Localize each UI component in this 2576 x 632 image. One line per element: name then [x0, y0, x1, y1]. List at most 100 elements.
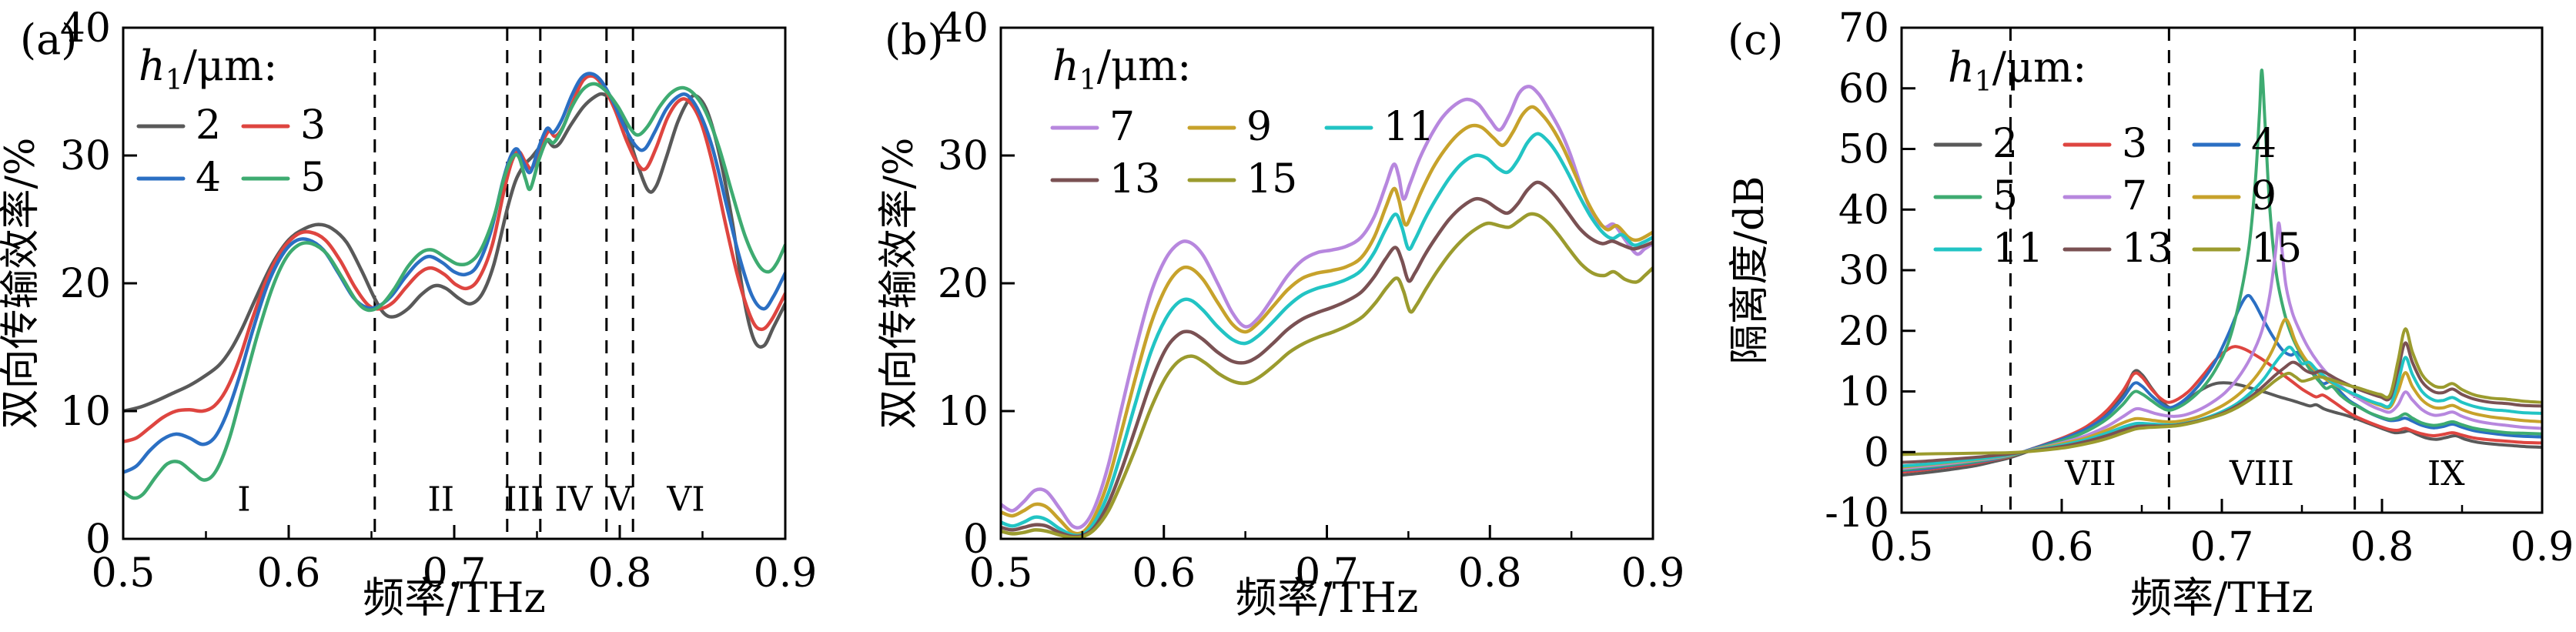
- legend-label-h1-4: 4: [2251, 121, 2277, 167]
- legend-label-h1-3: 3: [300, 102, 326, 149]
- y-axis-tick-label: 0: [963, 517, 989, 563]
- x-axis-label: 频率/THz: [363, 573, 546, 622]
- legend-label-h1-9: 9: [1246, 104, 1272, 150]
- y-axis-label: 隔离度/dB: [1727, 176, 1773, 364]
- legend-label-h1-15: 15: [2251, 226, 2302, 272]
- y-axis-tick-label: 40: [1838, 187, 1889, 233]
- y-axis-tick-label: 10: [1838, 370, 1889, 416]
- legend-title: h1/μm:: [1948, 43, 2086, 98]
- series-line-h1-15: [1001, 212, 1653, 539]
- y-axis-tick-label: 30: [60, 133, 111, 179]
- y-axis-tick-label: 30: [1838, 248, 1889, 294]
- legend-label-h1-9: 9: [2251, 173, 2277, 219]
- x-axis-label: 频率/THz: [1236, 573, 1419, 622]
- y-axis-tick-label: 70: [1838, 5, 1889, 52]
- panel-a-chart: 0.5 0.6 0.7 0.8 0.9 0 10 20 30 40 频率/THz 双向传输效率/% (a…: [0, 5, 818, 622]
- x-axis-tick-label: 0.6: [1132, 550, 1196, 597]
- region-label-IV: IV: [554, 480, 593, 519]
- y-axis-tick-label: 30: [938, 133, 989, 179]
- x-axis-tick-label: 0.7: [423, 550, 487, 597]
- series-line-h1-7: [1902, 221, 2542, 470]
- x-axis-label: 频率/THz: [2130, 573, 2313, 622]
- region-label-II: II: [427, 480, 454, 519]
- x-axis-tick-label: 0.9: [754, 550, 818, 597]
- legend-label-h1-15: 15: [1246, 156, 1297, 202]
- region-label-III: III: [503, 480, 544, 519]
- region-label-VII: VII: [2064, 454, 2116, 493]
- panel-c-chart: 0.5 0.6 0.7 0.8 0.9 -10 0 10 20 30 40 50 60 70 频率/THz 隔…: [1727, 5, 2574, 622]
- legend-label-h1-4: 4: [196, 155, 221, 201]
- y-axis-tick-label: -10: [1825, 490, 1889, 537]
- series-line-h1-13: [1001, 180, 1653, 539]
- region-label-I: I: [237, 480, 250, 519]
- y-axis-tick-label: 20: [60, 261, 111, 307]
- series-line-h1-9: [1902, 317, 2542, 469]
- legend-label-h1-5: 5: [300, 155, 326, 201]
- x-axis-tick-label: 0.7: [2190, 524, 2254, 570]
- series-line-h1-13: [1902, 341, 2542, 464]
- series-line-h1-2: [123, 92, 785, 413]
- legend-label-h1-13: 13: [2122, 226, 2173, 272]
- legend-title: h1/μm:: [1052, 42, 1191, 96]
- panel-c-container: 0.5 0.6 0.7 0.8 0.9 -10 0 10 20 30 40 50 60 70 频率/THz 隔…: [1717, 0, 2576, 629]
- y-axis-tick-label: 50: [1838, 127, 1889, 173]
- region-label-VIII: VIII: [2229, 454, 2294, 493]
- legend-label-h1-7: 7: [1109, 104, 1135, 150]
- series-line-h1-15: [1902, 327, 2542, 456]
- x-axis-tick-label: 0.8: [2350, 524, 2414, 570]
- series-line-h1-11: [1902, 345, 2542, 468]
- y-axis-tick-label: 20: [1838, 309, 1889, 355]
- y-axis-tick-label: 40: [60, 5, 111, 52]
- y-axis-tick-label: 0: [1864, 430, 1889, 476]
- y-axis-tick-label: 0: [85, 517, 111, 563]
- legend-label-h1-7: 7: [2122, 173, 2147, 219]
- x-axis-tick-label: 0.9: [1621, 550, 1685, 597]
- series-group: [1902, 69, 2542, 477]
- series-line-h1-3: [123, 74, 785, 444]
- y-axis-tick-label: 10: [60, 389, 111, 435]
- series-line-h1-7: [1001, 85, 1653, 530]
- panel-label: (a): [20, 15, 77, 64]
- panel-label: (b): [885, 15, 944, 64]
- plot-frame: [999, 26, 1654, 540]
- x-axis-tick-label: 0.5: [92, 550, 156, 597]
- series-line-h1-5: [123, 82, 785, 500]
- x-axis-tick-label: 0.6: [257, 550, 321, 597]
- panel-label: (c): [1728, 15, 1783, 64]
- legend-label-h1-2: 2: [196, 102, 221, 149]
- series-group: [123, 72, 785, 500]
- legend-label-h1-2: 2: [1992, 121, 2018, 167]
- panel-b-container: 0.5 0.6 0.7 0.8 0.9 0 10 20 30 40 频率/THz 双向传输效率/% (b…: [858, 0, 1717, 629]
- legend-label-h1-13: 13: [1109, 156, 1160, 202]
- legend-label-h1-11: 11: [1383, 104, 1434, 150]
- x-axis-tick-label: 0.9: [2511, 524, 2574, 570]
- series-line-h1-4: [123, 72, 785, 474]
- panel-b-chart: 0.5 0.6 0.7 0.8 0.9 0 10 20 30 40 频率/THz 双向传输效率/% (b…: [876, 5, 1685, 622]
- series-line-h1-4: [1902, 293, 2542, 472]
- y-axis-tick-label: 20: [938, 261, 989, 307]
- legend-label-h1-3: 3: [2122, 121, 2147, 167]
- y-axis-label: 双向传输效率/%: [0, 138, 44, 430]
- y-axis-tick-label: 40: [938, 5, 989, 52]
- y-axis-label: 双向传输效率/%: [876, 138, 922, 430]
- x-axis-tick-label: 0.8: [1458, 550, 1522, 597]
- x-axis-tick-label: 0.5: [1870, 524, 1934, 570]
- region-label-VI: VI: [666, 480, 704, 519]
- region-label-IX: IX: [2427, 454, 2465, 493]
- legend-label-h1-5: 5: [1992, 173, 2018, 219]
- y-axis-tick-label: 10: [938, 389, 989, 435]
- x-axis-tick-label: 0.5: [969, 550, 1033, 597]
- x-axis-tick-label: 0.8: [588, 550, 652, 597]
- series-line-h1-5: [1902, 69, 2542, 472]
- legend-title: h1/μm:: [139, 42, 277, 96]
- x-axis-tick-label: 0.6: [2030, 524, 2094, 570]
- series-group: [1001, 85, 1653, 539]
- y-axis-tick-label: 60: [1838, 66, 1889, 112]
- series-line-h1-11: [1001, 132, 1653, 538]
- series-line-h1-9: [1001, 105, 1653, 536]
- legend-label-h1-11: 11: [1992, 226, 2043, 272]
- x-axis-tick-label: 0.7: [1295, 550, 1359, 597]
- panel-a-container: 0.5 0.6 0.7 0.8 0.9 0 10 20 30 40 频率/THz 双向传输效率/% (a…: [0, 0, 858, 629]
- region-label-V: V: [607, 480, 633, 519]
